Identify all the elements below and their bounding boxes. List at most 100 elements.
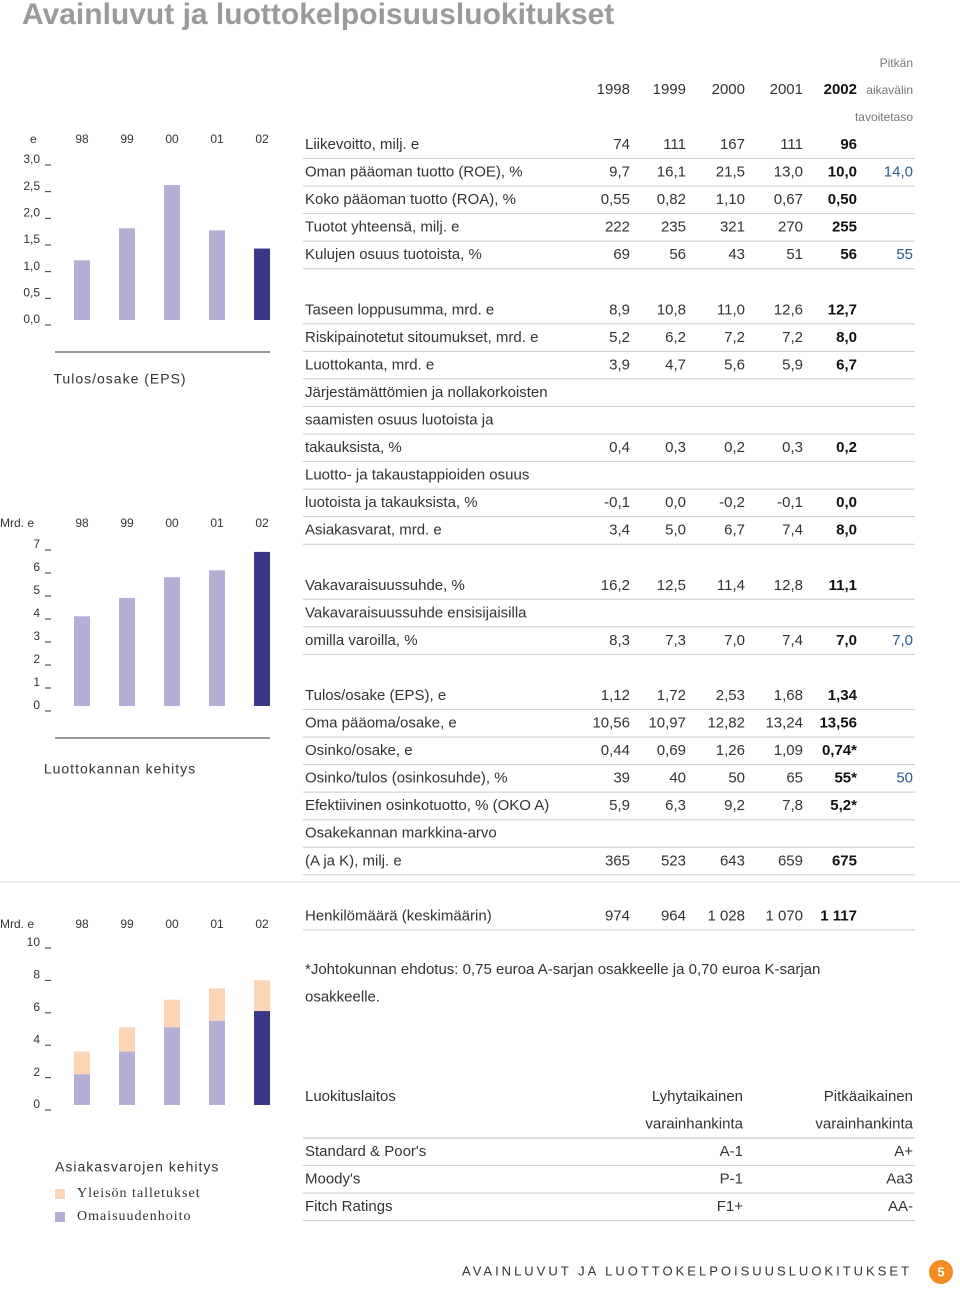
cell-value: 659 <box>778 852 803 869</box>
cell-value: 50 <box>728 770 745 787</box>
row-label: takauksista, % <box>305 439 402 456</box>
y-tick-label: 1,0 <box>23 259 40 273</box>
target-header: aikavälin <box>866 83 913 97</box>
row-label: Kulujen osuus tuotoista, % <box>305 246 482 263</box>
year-header: 2000 <box>712 81 745 98</box>
x-tick-label: 01 <box>210 516 224 530</box>
row-label: Efektiivinen osinkotuotto, % (OKO A) <box>305 797 549 814</box>
cell-value: 2,53 <box>716 687 745 704</box>
ratings-header: Luokituslaitos <box>305 1088 396 1105</box>
cell-value: 6,7 <box>724 522 745 539</box>
cell-value: 235 <box>661 219 686 236</box>
chart-title: Tulos/osake (EPS) <box>53 371 186 387</box>
bar <box>209 570 225 706</box>
cell-value: 51 <box>786 246 803 263</box>
cell-value: 0,4 <box>609 439 630 456</box>
row-label: Vakavaraisuussuhde ensisijaisilla <box>305 604 527 621</box>
year-header: 1998 <box>597 81 630 98</box>
axis-unit-label: Mrd. e <box>0 917 34 931</box>
cell-value: 13,24 <box>765 715 803 732</box>
row-label: Luottokanta, mrd. e <box>305 356 434 373</box>
cell-value: 5,2* <box>830 797 857 814</box>
y-tick-label: 0,5 <box>23 286 40 300</box>
row-label: Taseen loppusumma, mrd. e <box>305 301 494 318</box>
y-tick-label: 5 <box>33 583 40 597</box>
cell-value: 10,97 <box>648 715 686 732</box>
y-tick-label: 3 <box>33 629 40 643</box>
row-label: Asiakasvarat, mrd. e <box>305 522 442 539</box>
cell-value: 13,56 <box>819 715 857 732</box>
target-header: Pitkän <box>880 56 913 70</box>
cell-value: 5,2 <box>609 329 630 346</box>
legend-swatch <box>55 1212 65 1222</box>
bar-segment <box>74 1051 90 1075</box>
ratings-cell: Aa3 <box>886 1170 913 1187</box>
y-tick-label: 6 <box>33 1000 40 1014</box>
cell-value: 6,3 <box>665 797 686 814</box>
cell-value: 3,4 <box>609 522 630 539</box>
page-number: 5 <box>937 1264 944 1279</box>
cell-value: 40 <box>669 770 686 787</box>
cell-value: 1,34 <box>828 687 858 704</box>
year-header: 2002 <box>824 81 857 98</box>
cell-value: 11,1 <box>829 577 857 594</box>
x-tick-label: 02 <box>255 132 269 146</box>
legend-label: Yleisön talletukset <box>77 1186 201 1201</box>
cell-value: 11,4 <box>717 577 745 594</box>
cell-value: 16,2 <box>601 577 630 594</box>
x-tick-label: 01 <box>210 917 224 931</box>
row-label: Järjestämättömien ja nollakorkoisten <box>305 384 548 401</box>
cell-value: 10,0 <box>828 164 857 181</box>
cell-value: 6,7 <box>836 356 857 373</box>
cell-value: 9,7 <box>609 164 630 181</box>
bar <box>74 616 90 706</box>
cell-value: 0,3 <box>782 439 803 456</box>
cell-value: 4,7 <box>665 356 686 373</box>
cell-value: 964 <box>661 907 686 924</box>
cell-value: 7,2 <box>782 329 803 346</box>
footnote: *Johtokunnan ehdotus: 0,75 euroa A-sarja… <box>305 961 820 978</box>
cell-value: 39 <box>613 770 630 787</box>
cell-value: 0,55 <box>601 191 630 208</box>
y-tick-label: 0,0 <box>23 312 40 326</box>
y-tick-label: 2,5 <box>23 179 40 193</box>
bar-segment <box>119 1027 135 1052</box>
cell-value: 1 028 <box>707 907 745 924</box>
row-label: Koko pääoman tuotto (ROA), % <box>305 191 516 208</box>
row-label: Liikevoitto, milj. e <box>305 136 419 153</box>
cell-value: 74 <box>613 136 630 153</box>
row-label: Osinko/osake, e <box>305 742 413 759</box>
cell-value: 43 <box>728 246 745 263</box>
cell-value: 111 <box>663 136 686 153</box>
cell-value: 0,0 <box>665 494 686 511</box>
cell-value: 974 <box>605 907 630 924</box>
bar <box>164 185 180 320</box>
cell-value: 12,7 <box>828 301 857 318</box>
row-label: Henkilömäärä (keskimäärin) <box>305 907 492 924</box>
page-badge <box>929 1260 953 1284</box>
y-tick-label: 4 <box>33 606 40 620</box>
bar-segment <box>254 1011 270 1105</box>
row-label: Luotto- ja takaustappioiden osuus <box>305 467 529 484</box>
y-tick-label: 7 <box>33 537 40 551</box>
cell-value: 5,9 <box>609 797 630 814</box>
x-tick-label: 02 <box>255 516 269 530</box>
cell-value: 12,6 <box>774 301 803 318</box>
bar-segment <box>74 1074 90 1105</box>
row-label: omilla varoilla, % <box>305 632 418 649</box>
ratings-cell: Fitch Ratings <box>305 1198 393 1215</box>
ratings-cell: F1+ <box>717 1198 744 1215</box>
cell-value: 523 <box>661 852 686 869</box>
cell-value: 222 <box>605 219 630 236</box>
y-tick-label: 2 <box>33 652 40 666</box>
bar <box>209 230 225 320</box>
cell-value: 10,56 <box>592 715 630 732</box>
cell-value: 21,5 <box>716 164 745 181</box>
cell-value: 12,82 <box>707 715 745 732</box>
legend-swatch <box>55 1189 65 1199</box>
cell-value: 0,82 <box>657 191 686 208</box>
ratings-cell: A+ <box>894 1143 913 1160</box>
target-value: 7,0 <box>892 632 913 649</box>
row-label: Oma pääoma/osake, e <box>305 715 457 732</box>
